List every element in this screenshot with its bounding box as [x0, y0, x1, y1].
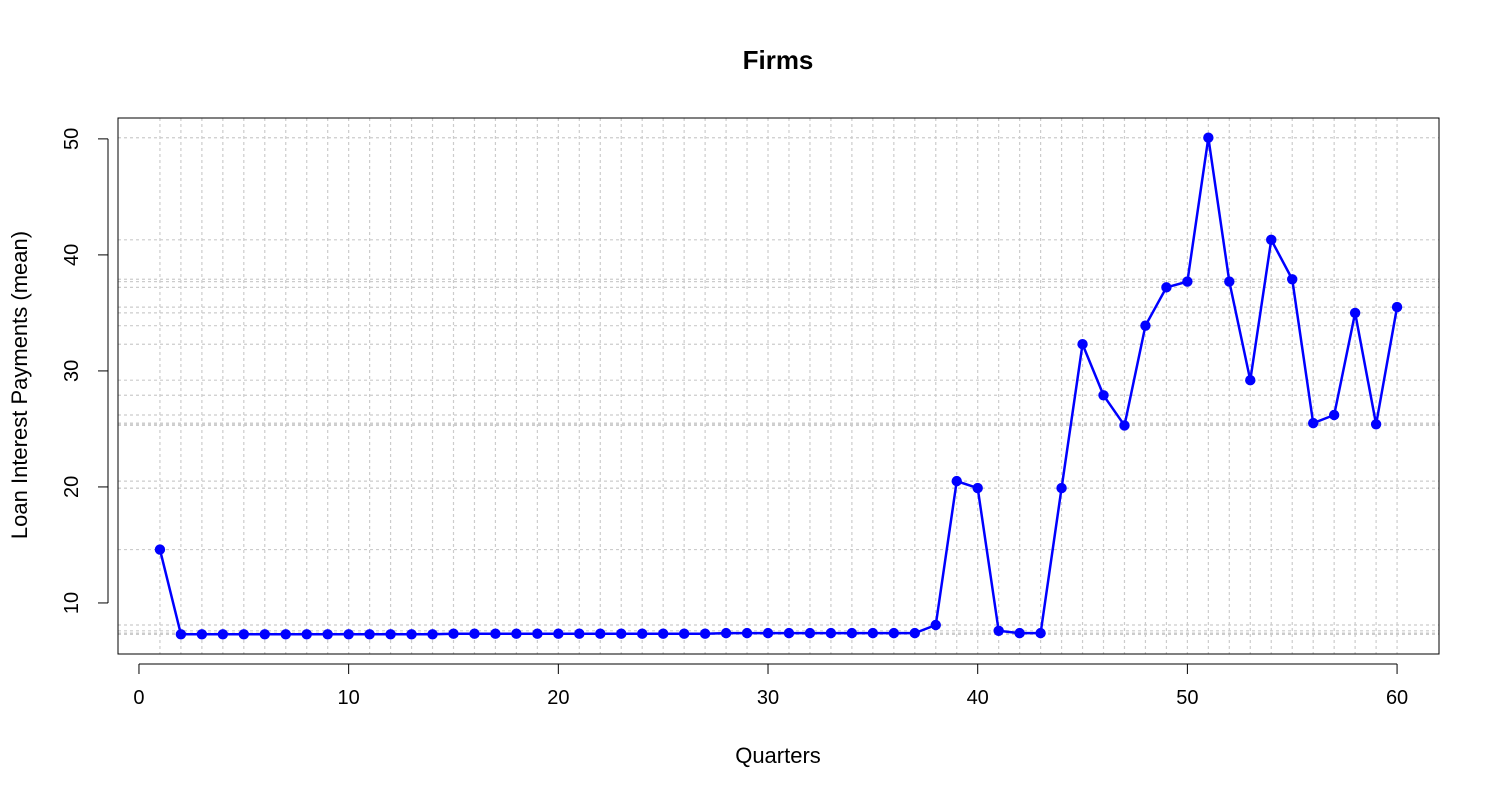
x-axis: 0 10 20 30 40 50 60 — [133, 663, 1408, 709]
data-point — [427, 629, 438, 640]
data-point — [888, 627, 900, 639]
data-point — [720, 627, 732, 639]
data-point — [1245, 374, 1256, 386]
data-point — [553, 628, 564, 639]
y-tick-label: 40 — [61, 244, 83, 266]
data-point — [867, 627, 879, 639]
data-point — [678, 628, 690, 639]
data-point — [490, 628, 501, 639]
data-point — [1056, 482, 1067, 494]
data-point — [217, 629, 229, 640]
x-tick-label: 40 — [967, 687, 989, 709]
grid-layer — [118, 118, 1439, 654]
data-point — [1035, 627, 1046, 639]
x-tick-label: 20 — [547, 687, 569, 709]
data-point — [1077, 339, 1088, 350]
data-point — [532, 628, 543, 639]
data-point — [1119, 420, 1130, 431]
data-point — [343, 629, 354, 640]
data-point — [637, 628, 648, 639]
data-point — [322, 629, 333, 640]
x-tick-label: 30 — [757, 687, 779, 709]
data-point — [1140, 320, 1151, 331]
data-point — [1161, 282, 1172, 293]
data-point — [259, 629, 270, 640]
x-tick-label: 10 — [338, 687, 360, 709]
data-point — [448, 628, 459, 639]
data-point — [1349, 307, 1361, 319]
data-point — [909, 627, 920, 639]
x-tick-label: 50 — [1176, 687, 1198, 709]
data-point — [951, 475, 962, 487]
data-point — [1307, 417, 1319, 429]
data-point — [972, 482, 983, 494]
y-tick-label: 20 — [61, 476, 83, 498]
x-tick-label: 60 — [1386, 687, 1408, 709]
data-point — [783, 627, 795, 639]
data-point — [574, 628, 585, 639]
data-point — [154, 544, 166, 555]
data-point — [1224, 276, 1235, 287]
data-point — [175, 629, 187, 640]
data-point — [238, 629, 250, 640]
data-point — [616, 628, 627, 639]
x-axis-label: Quarters — [735, 743, 821, 768]
data-point — [511, 628, 522, 639]
chart-title: Firms — [743, 45, 814, 75]
series-layer — [154, 132, 1403, 640]
data-point — [741, 627, 753, 639]
data-point — [196, 629, 208, 640]
data-point — [595, 628, 606, 639]
data-point — [406, 629, 417, 640]
y-tick-label: 30 — [61, 360, 83, 382]
data-point — [1014, 627, 1025, 639]
data-point — [804, 627, 816, 639]
y-tick-label: 50 — [61, 128, 83, 150]
x-tick-label: 0 — [133, 687, 144, 709]
data-point — [930, 619, 941, 631]
data-point — [993, 625, 1004, 636]
data-point — [846, 627, 858, 639]
data-point — [657, 628, 669, 639]
data-point — [1182, 276, 1193, 287]
data-point — [1287, 274, 1298, 285]
y-tick-label: 10 — [61, 592, 83, 614]
data-point — [301, 629, 312, 640]
plot-area-frame — [117, 117, 1440, 655]
data-point — [825, 627, 837, 639]
data-point — [1203, 132, 1214, 143]
data-point — [699, 628, 711, 639]
data-point — [1391, 301, 1403, 313]
y-axis-label: Loan Interest Payments (mean) — [7, 231, 32, 539]
y-axis: 10 20 30 40 50 — [61, 128, 109, 614]
series-line — [158, 137, 1399, 636]
data-point — [364, 629, 375, 640]
data-point — [1370, 419, 1382, 430]
data-point — [385, 629, 396, 640]
data-point — [469, 628, 480, 639]
data-point — [1328, 409, 1340, 421]
data-point — [762, 627, 774, 639]
data-point — [1266, 234, 1277, 246]
data-point — [1098, 390, 1109, 401]
data-point — [280, 629, 291, 640]
